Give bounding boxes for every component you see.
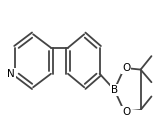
Text: N: N [7, 69, 15, 79]
Text: B: B [111, 85, 118, 95]
Text: O: O [122, 107, 130, 117]
Text: O: O [122, 63, 130, 73]
